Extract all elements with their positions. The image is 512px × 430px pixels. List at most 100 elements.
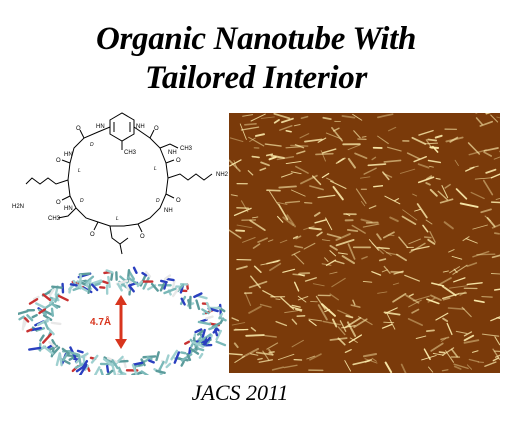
afm-fiber (367, 163, 387, 167)
afm-fiber (485, 168, 497, 174)
model-bond (62, 351, 70, 362)
afm-micrograph (229, 113, 500, 373)
afm-fiber (326, 177, 334, 182)
afm-fiber (382, 171, 390, 181)
afm-fiber (427, 138, 438, 142)
structure-label: NH (164, 208, 173, 214)
afm-fiber (326, 233, 342, 239)
afm-fiber (459, 202, 479, 208)
afm-fiber (495, 198, 500, 200)
afm-fiber (262, 290, 276, 298)
afm-fiber (483, 147, 499, 152)
afm-fiber (322, 148, 337, 154)
model-bond (116, 373, 126, 375)
model-bond (57, 294, 69, 302)
afm-fiber (492, 348, 500, 361)
afm-fiber (290, 144, 309, 147)
afm-fiber (368, 205, 377, 209)
afm-fiber (284, 200, 301, 204)
afm-fiber (473, 299, 485, 304)
afm-fiber (296, 150, 306, 155)
afm-fiber (421, 355, 437, 361)
afm-fiber (453, 277, 466, 283)
afm-fiber (377, 113, 394, 119)
afm-fiber (245, 334, 265, 337)
afm-fiber (407, 318, 424, 327)
afm-fiber (250, 326, 257, 332)
afm-fiber (347, 144, 361, 151)
model-bond (103, 356, 115, 365)
afm-fiber (388, 126, 397, 132)
afm-fiber (268, 156, 277, 161)
afm-fiber (486, 217, 496, 228)
afm-fiber (396, 253, 407, 262)
afm-fiber (244, 122, 257, 126)
afm-fiber (372, 185, 384, 188)
model-bond (144, 270, 152, 278)
model-bond (148, 359, 155, 364)
model-bond (43, 309, 53, 316)
model-bond (90, 283, 99, 292)
afm-fiber (277, 353, 295, 361)
afm-fiber (424, 142, 439, 145)
pore-arrow-head-up (115, 295, 127, 305)
afm-fiber (389, 216, 399, 223)
afm-fiber (368, 239, 379, 251)
afm-fiber (441, 285, 457, 297)
structure-label: O (56, 158, 61, 164)
afm-fiber (249, 219, 266, 231)
model-bond (28, 298, 39, 305)
afm-fiber (308, 319, 317, 327)
structure-label: CH3 (180, 146, 193, 152)
afm-fiber (248, 305, 262, 314)
afm-fiber (241, 347, 260, 359)
model-bond (173, 351, 181, 364)
afm-fiber (371, 156, 377, 161)
afm-fiber (344, 349, 352, 354)
afm-fiber (297, 295, 309, 301)
model-bond (136, 280, 144, 288)
model-bond (79, 281, 87, 286)
afm-fiber (354, 152, 368, 160)
afm-fiber (321, 172, 330, 179)
afm-fiber (329, 271, 338, 275)
model-bond (215, 340, 227, 347)
afm-fiber (428, 366, 434, 373)
afm-fiber (331, 318, 338, 328)
structure-label: HN (64, 152, 73, 158)
model-bond (132, 266, 138, 275)
afm-fiber (242, 236, 256, 243)
afm-fiber (291, 339, 304, 348)
afm-fiber (426, 298, 440, 305)
afm-fiber (454, 159, 459, 166)
afm-fiber (466, 262, 478, 268)
afm-fiber (371, 357, 377, 362)
afm-fiber (250, 353, 259, 356)
afm-fiber (315, 152, 334, 156)
model-bond (26, 314, 34, 322)
afm-fiber (482, 179, 494, 196)
structure-label: HN (64, 206, 73, 212)
afm-fiber (432, 352, 444, 356)
afm-fiber (300, 174, 318, 185)
afm-fiber (300, 115, 309, 119)
model-bond (193, 292, 203, 299)
afm-fiber (357, 316, 373, 326)
afm-fiber (324, 309, 331, 313)
model-bond (214, 326, 220, 332)
model-bond (26, 328, 33, 333)
model-bond (140, 370, 150, 375)
afm-fiber (423, 236, 432, 239)
afm-fiber (435, 177, 441, 180)
model-bond (90, 279, 103, 285)
afm-fiber (279, 239, 288, 244)
afm-fiber (393, 198, 400, 202)
afm-fiber (282, 216, 295, 227)
model-bond (170, 349, 179, 361)
structure-label: O (56, 200, 61, 206)
afm-fiber (257, 237, 268, 243)
afm-fiber (402, 209, 418, 221)
afm-fiber (437, 190, 448, 201)
afm-fiber (229, 137, 244, 143)
afm-fiber (297, 295, 307, 303)
